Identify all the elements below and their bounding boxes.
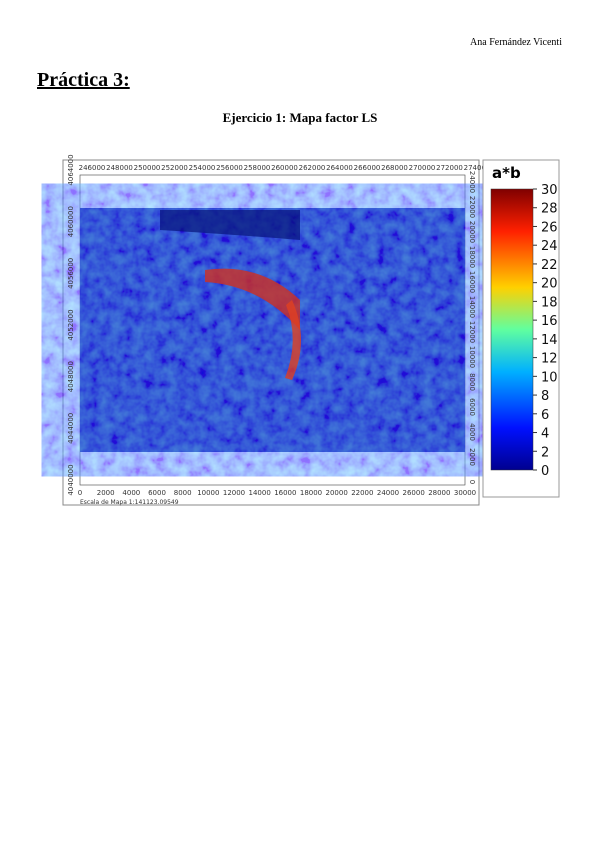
right-axis-label: 6000 [468, 398, 476, 416]
right-axis-label: 12000 [468, 321, 476, 343]
legend-title: a*b [492, 164, 521, 182]
legend-tick-label: 10 [541, 370, 558, 385]
top-axis-label: 258000 [244, 164, 271, 172]
top-axis-label: 274000 [464, 164, 491, 172]
legend-tick-label: 24 [541, 239, 558, 254]
right-axis-label: 4000 [468, 423, 476, 441]
bottom-axis-label: 10000 [197, 489, 219, 497]
legend-tick-label: 4 [541, 427, 549, 442]
bottom-axis-label: 8000 [174, 489, 192, 497]
left-axis-label: 4052000 [67, 309, 75, 340]
bottom-axis-label: 16000 [274, 489, 296, 497]
scale-note: Escala de Mapa 1:141123.09549 [80, 499, 179, 506]
legend-tick-label: 14 [541, 333, 558, 348]
top-axis-label: 248000 [106, 164, 133, 172]
bottom-axis-label: 22000 [351, 489, 373, 497]
bottom-axis-label: 4000 [122, 489, 140, 497]
right-axis-label: 18000 [468, 246, 476, 268]
right-axis-label: 14000 [468, 296, 476, 318]
legend-tick-label: 22 [541, 258, 558, 273]
bottom-axis-label: 30000 [454, 489, 476, 497]
right-axis-label: 2000 [468, 448, 476, 466]
bottom-axis-label: 24000 [377, 489, 399, 497]
map-ridge [285, 300, 301, 380]
legend-tick-label: 28 [541, 202, 558, 217]
right-axis-label: 10000 [468, 346, 476, 368]
top-axis-label: 268000 [381, 164, 408, 172]
top-axis-label: 270000 [409, 164, 436, 172]
legend-tick-label: 30 [541, 183, 558, 198]
map-ridge [205, 268, 300, 330]
top-axis-label: 264000 [326, 164, 353, 172]
top-axis-label: 262000 [299, 164, 326, 172]
top-axis-label: 250000 [134, 164, 161, 172]
legend-tick-label: 8 [541, 389, 549, 404]
bottom-axis-label: 6000 [148, 489, 166, 497]
left-axis-label: 4044000 [67, 413, 75, 444]
colorbar [490, 188, 534, 471]
top-axis-label: 246000 [79, 164, 106, 172]
bottom-axis-label: 2000 [97, 489, 115, 497]
left-axis-label: 4040000 [67, 464, 75, 495]
left-axis-label: 4060000 [67, 206, 75, 237]
left-axis-label: 4064000 [67, 154, 75, 185]
legend-tick-label: 0 [541, 464, 549, 479]
right-axis-label: 8000 [468, 373, 476, 391]
right-axis-label: 22000 [468, 196, 476, 218]
top-axis-label: 254000 [189, 164, 216, 172]
top-axis-label: 252000 [161, 164, 188, 172]
exercise-heading: Ejercicio 1: Mapa factor LS [223, 110, 378, 125]
map-dark-area [160, 210, 300, 240]
top-axis-label: 260000 [271, 164, 298, 172]
left-axis-label: 4048000 [67, 361, 75, 392]
bottom-axis-label: 28000 [428, 489, 450, 497]
bottom-axis-label: 0 [78, 489, 82, 497]
bottom-axis-label: 18000 [300, 489, 322, 497]
map-axes: 246000 248000 250000 252000 254000 256000 2580… [67, 154, 490, 506]
right-axis-label: 16000 [468, 271, 476, 293]
top-axis-label: 272000 [436, 164, 463, 172]
bottom-axis-label: 12000 [223, 489, 245, 497]
legend-tick-label: 20 [541, 277, 558, 292]
legend-tick-label: 26 [541, 220, 558, 235]
legend-tick-label: 6 [541, 408, 549, 423]
map-texture [80, 208, 465, 452]
right-axis-label: 0 [468, 480, 476, 484]
legend-tick-label: 12 [541, 352, 558, 367]
right-axis-label: 24000 [468, 171, 476, 193]
bottom-axis-label: 14000 [249, 489, 271, 497]
top-axis-label: 256000 [216, 164, 243, 172]
left-axis-label: 4056000 [67, 258, 75, 289]
legend-tick-label: 2 [541, 445, 549, 460]
bottom-axis-label: 26000 [403, 489, 425, 497]
legend-tick-label: 18 [541, 295, 558, 310]
page-title: Práctica 3: [37, 69, 130, 91]
author: Ana Fernández Vicenti [470, 37, 562, 48]
top-axis-label: 266000 [354, 164, 381, 172]
right-axis-label: 20000 [468, 221, 476, 243]
bottom-axis-label: 20000 [326, 489, 348, 497]
legend-tick-label: 16 [541, 314, 558, 329]
